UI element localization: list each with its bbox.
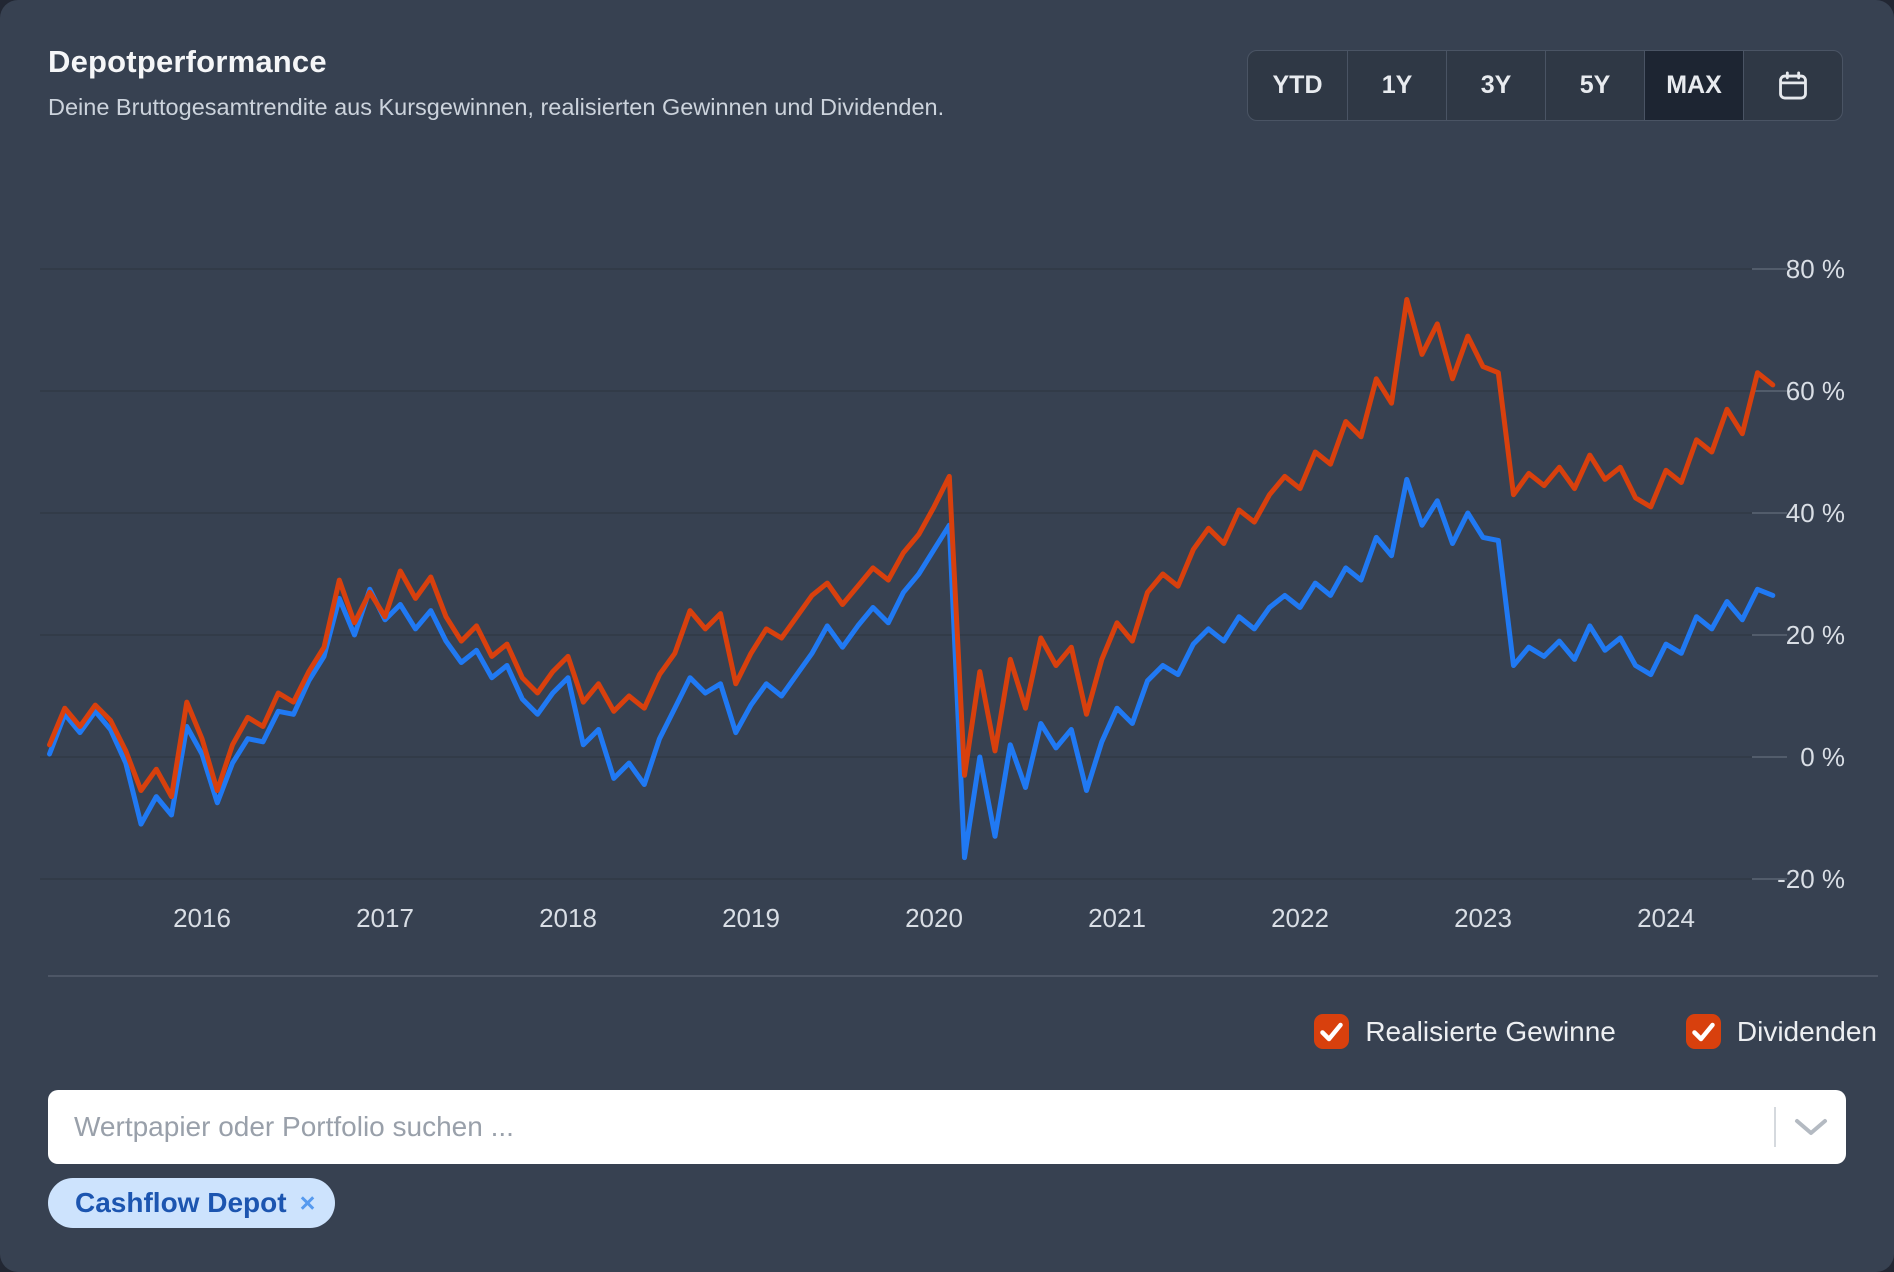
y-axis-label: 40 % [1786,498,1845,528]
divider [48,975,1878,977]
search-bar [48,1090,1846,1164]
x-axis-label: 2018 [539,903,597,933]
check-icon [1692,1022,1715,1042]
y-axis-label: 0 % [1800,742,1845,772]
portfolio-chip[interactable]: Cashflow Depot × [48,1178,336,1228]
calendar-icon [1779,71,1807,99]
calendar-range-button[interactable] [1743,51,1842,120]
y-axis-label: 80 % [1786,254,1845,284]
time-range-selector: YTD 1Y 3Y 5Y MAX [1247,50,1843,121]
x-axis-label: 2024 [1637,903,1695,933]
page-subtitle: Deine Bruttogesamtrendite aus Kursgewinn… [48,94,945,120]
legend-item-realisierte-gewinne: Realisierte Gewinne [1314,1014,1616,1049]
x-axis-label: 2016 [173,903,231,933]
range-3y-button[interactable]: 3Y [1446,51,1545,120]
x-axis-label: 2019 [722,903,780,933]
dividenden-checkbox[interactable] [1685,1014,1721,1049]
chevron-down-icon [1795,1119,1827,1135]
search-divider [1774,1107,1776,1147]
orange-series-line [47,297,1776,800]
x-axis-label: 2023 [1454,903,1512,933]
range-1y-button[interactable]: 1Y [1347,51,1446,120]
realisierte-gewinne-checkbox[interactable] [1314,1014,1350,1049]
page-title: Depotperformance [48,44,327,79]
legend-label: Realisierte Gewinne [1365,1015,1616,1047]
x-axis-label: 2021 [1088,903,1146,933]
x-axis-label: 2022 [1271,903,1329,933]
range-5y-button[interactable]: 5Y [1545,51,1644,120]
legend: Realisierte Gewinne Dividenden [1314,1014,1877,1049]
range-ytd-button[interactable]: YTD [1248,51,1347,120]
x-axis-label: 2020 [905,903,963,933]
legend-item-dividenden: Dividenden [1685,1014,1877,1049]
x-axis-label: 2017 [356,903,414,933]
y-axis-label: -20 % [1777,864,1845,894]
chip-label: Cashflow Depot [75,1187,287,1218]
search-input[interactable] [48,1090,1774,1164]
legend-label: Dividenden [1736,1015,1877,1047]
y-axis-label: 60 % [1786,376,1845,406]
blue-series-line [47,476,1776,861]
y-axis-label: 20 % [1786,620,1845,650]
search-dropdown-toggle[interactable] [1776,1116,1846,1138]
chip-remove-icon[interactable]: × [299,1187,316,1218]
range-max-button[interactable]: MAX [1644,51,1743,120]
check-icon [1320,1022,1344,1042]
